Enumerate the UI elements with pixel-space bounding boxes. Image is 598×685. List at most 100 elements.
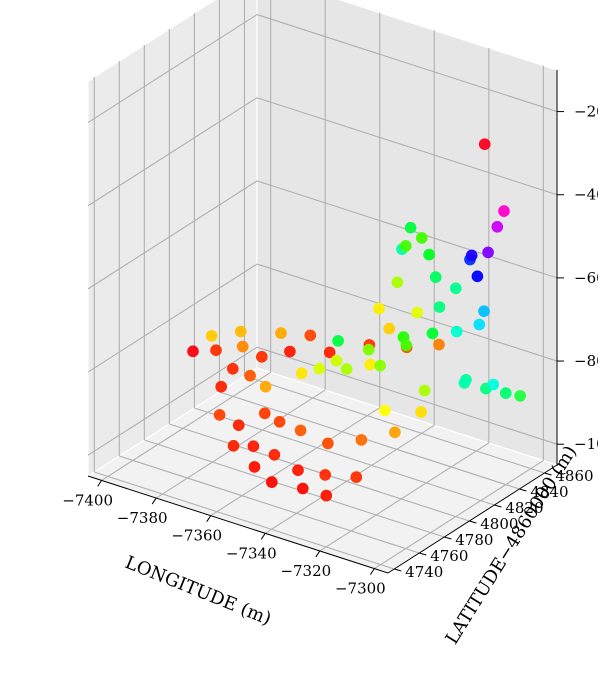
y-tick-label: 4780 bbox=[455, 531, 493, 549]
x-grid-floor bbox=[374, 460, 544, 570]
x-grid-floor bbox=[101, 371, 271, 481]
x-tick-mark bbox=[369, 568, 375, 575]
y-tick-label: 4740 bbox=[405, 563, 443, 581]
data-point bbox=[429, 271, 442, 283]
y-tick-mark bbox=[469, 520, 477, 524]
data-point bbox=[236, 340, 249, 353]
z-grid-back bbox=[256, 263, 558, 362]
y-grid-floor bbox=[244, 375, 545, 474]
data-point bbox=[423, 248, 435, 261]
data-point bbox=[284, 345, 296, 358]
data-point bbox=[304, 329, 317, 342]
z-grid-back bbox=[256, 14, 558, 113]
z-axis-ticks: −100 −80 −60 −40 −20 bbox=[557, 103, 598, 453]
data-point bbox=[449, 282, 462, 295]
data-point bbox=[319, 469, 332, 481]
y-tick-label: 4760 bbox=[430, 547, 468, 565]
data-point bbox=[248, 461, 261, 473]
data-point bbox=[294, 424, 307, 437]
data-point bbox=[465, 249, 478, 262]
data-point bbox=[364, 358, 376, 371]
x-tick-label: −7360 bbox=[171, 527, 222, 545]
axis-lines bbox=[87, 70, 558, 574]
x-tick-label: −7300 bbox=[335, 580, 386, 598]
y-grid-floor bbox=[219, 391, 520, 490]
data-point bbox=[320, 489, 333, 502]
data-point bbox=[514, 390, 527, 402]
x-tick-mark bbox=[206, 515, 212, 522]
z-tick-label: −60 bbox=[574, 269, 598, 287]
y-grid-floor bbox=[169, 423, 470, 522]
data-point bbox=[205, 330, 218, 342]
data-point bbox=[227, 362, 239, 375]
y-tick-mark bbox=[519, 488, 527, 492]
data-point bbox=[400, 339, 413, 352]
x-tick-mark bbox=[315, 550, 321, 558]
data-point bbox=[374, 359, 387, 372]
data-point bbox=[244, 369, 256, 382]
data-point bbox=[391, 276, 404, 289]
z-grid-back bbox=[256, 97, 558, 196]
data-point bbox=[227, 439, 240, 452]
data-point bbox=[418, 384, 431, 397]
data-point bbox=[399, 240, 412, 252]
y-axis-line bbox=[387, 464, 558, 574]
z-grid-left bbox=[87, 14, 258, 124]
z-tick-label: −20 bbox=[574, 103, 598, 121]
data-point bbox=[292, 464, 304, 477]
data-point bbox=[235, 325, 247, 338]
x-tick-label: −7320 bbox=[280, 562, 331, 580]
z-tick-label: −100 bbox=[574, 435, 598, 453]
data-point bbox=[296, 482, 309, 495]
y-grid-floor bbox=[144, 439, 445, 538]
data-point bbox=[275, 327, 287, 339]
y-tick-mark bbox=[444, 536, 452, 540]
data-point bbox=[499, 387, 512, 399]
data-point bbox=[330, 354, 343, 367]
data-point bbox=[471, 270, 484, 283]
x-tick-mark bbox=[151, 497, 157, 505]
data-points bbox=[187, 138, 527, 502]
y-tick-mark bbox=[394, 568, 402, 572]
data-point bbox=[332, 335, 344, 347]
data-point bbox=[378, 404, 391, 417]
z-grid-left bbox=[87, 263, 258, 373]
data-point bbox=[323, 346, 336, 359]
data-point bbox=[426, 327, 439, 340]
data-point bbox=[482, 246, 494, 259]
axis-panes bbox=[86, 0, 559, 574]
data-point bbox=[268, 448, 281, 461]
y-tick-label: 4860 bbox=[555, 467, 593, 485]
grid-lines bbox=[87, 0, 558, 570]
data-point bbox=[362, 343, 375, 356]
data-point bbox=[215, 380, 227, 393]
data-point bbox=[450, 325, 463, 338]
x-grid-floor bbox=[155, 389, 326, 499]
data-point bbox=[373, 302, 385, 315]
x-tick-label: −7400 bbox=[62, 491, 113, 509]
x-grid-floor bbox=[264, 424, 435, 534]
data-point bbox=[258, 407, 271, 420]
x-tick-label: −7340 bbox=[226, 544, 277, 562]
data-point bbox=[350, 471, 363, 483]
data-point bbox=[487, 378, 500, 391]
y-tick-label: 4820 bbox=[505, 499, 543, 517]
y-tick-mark bbox=[494, 504, 502, 508]
y-tick-label: 4800 bbox=[480, 515, 518, 533]
data-point bbox=[322, 437, 334, 450]
data-point bbox=[210, 344, 222, 357]
x-tick-mark bbox=[97, 480, 103, 487]
data-point bbox=[415, 406, 427, 418]
data-point bbox=[295, 367, 308, 380]
data-point bbox=[415, 232, 428, 244]
y-grid-floor bbox=[119, 455, 420, 554]
z-grid-back bbox=[256, 346, 558, 445]
data-point bbox=[273, 415, 286, 428]
data-point bbox=[478, 305, 490, 318]
data-point bbox=[458, 377, 471, 389]
data-point bbox=[473, 318, 486, 331]
x-axis-line bbox=[87, 475, 389, 574]
data-point bbox=[247, 440, 260, 453]
